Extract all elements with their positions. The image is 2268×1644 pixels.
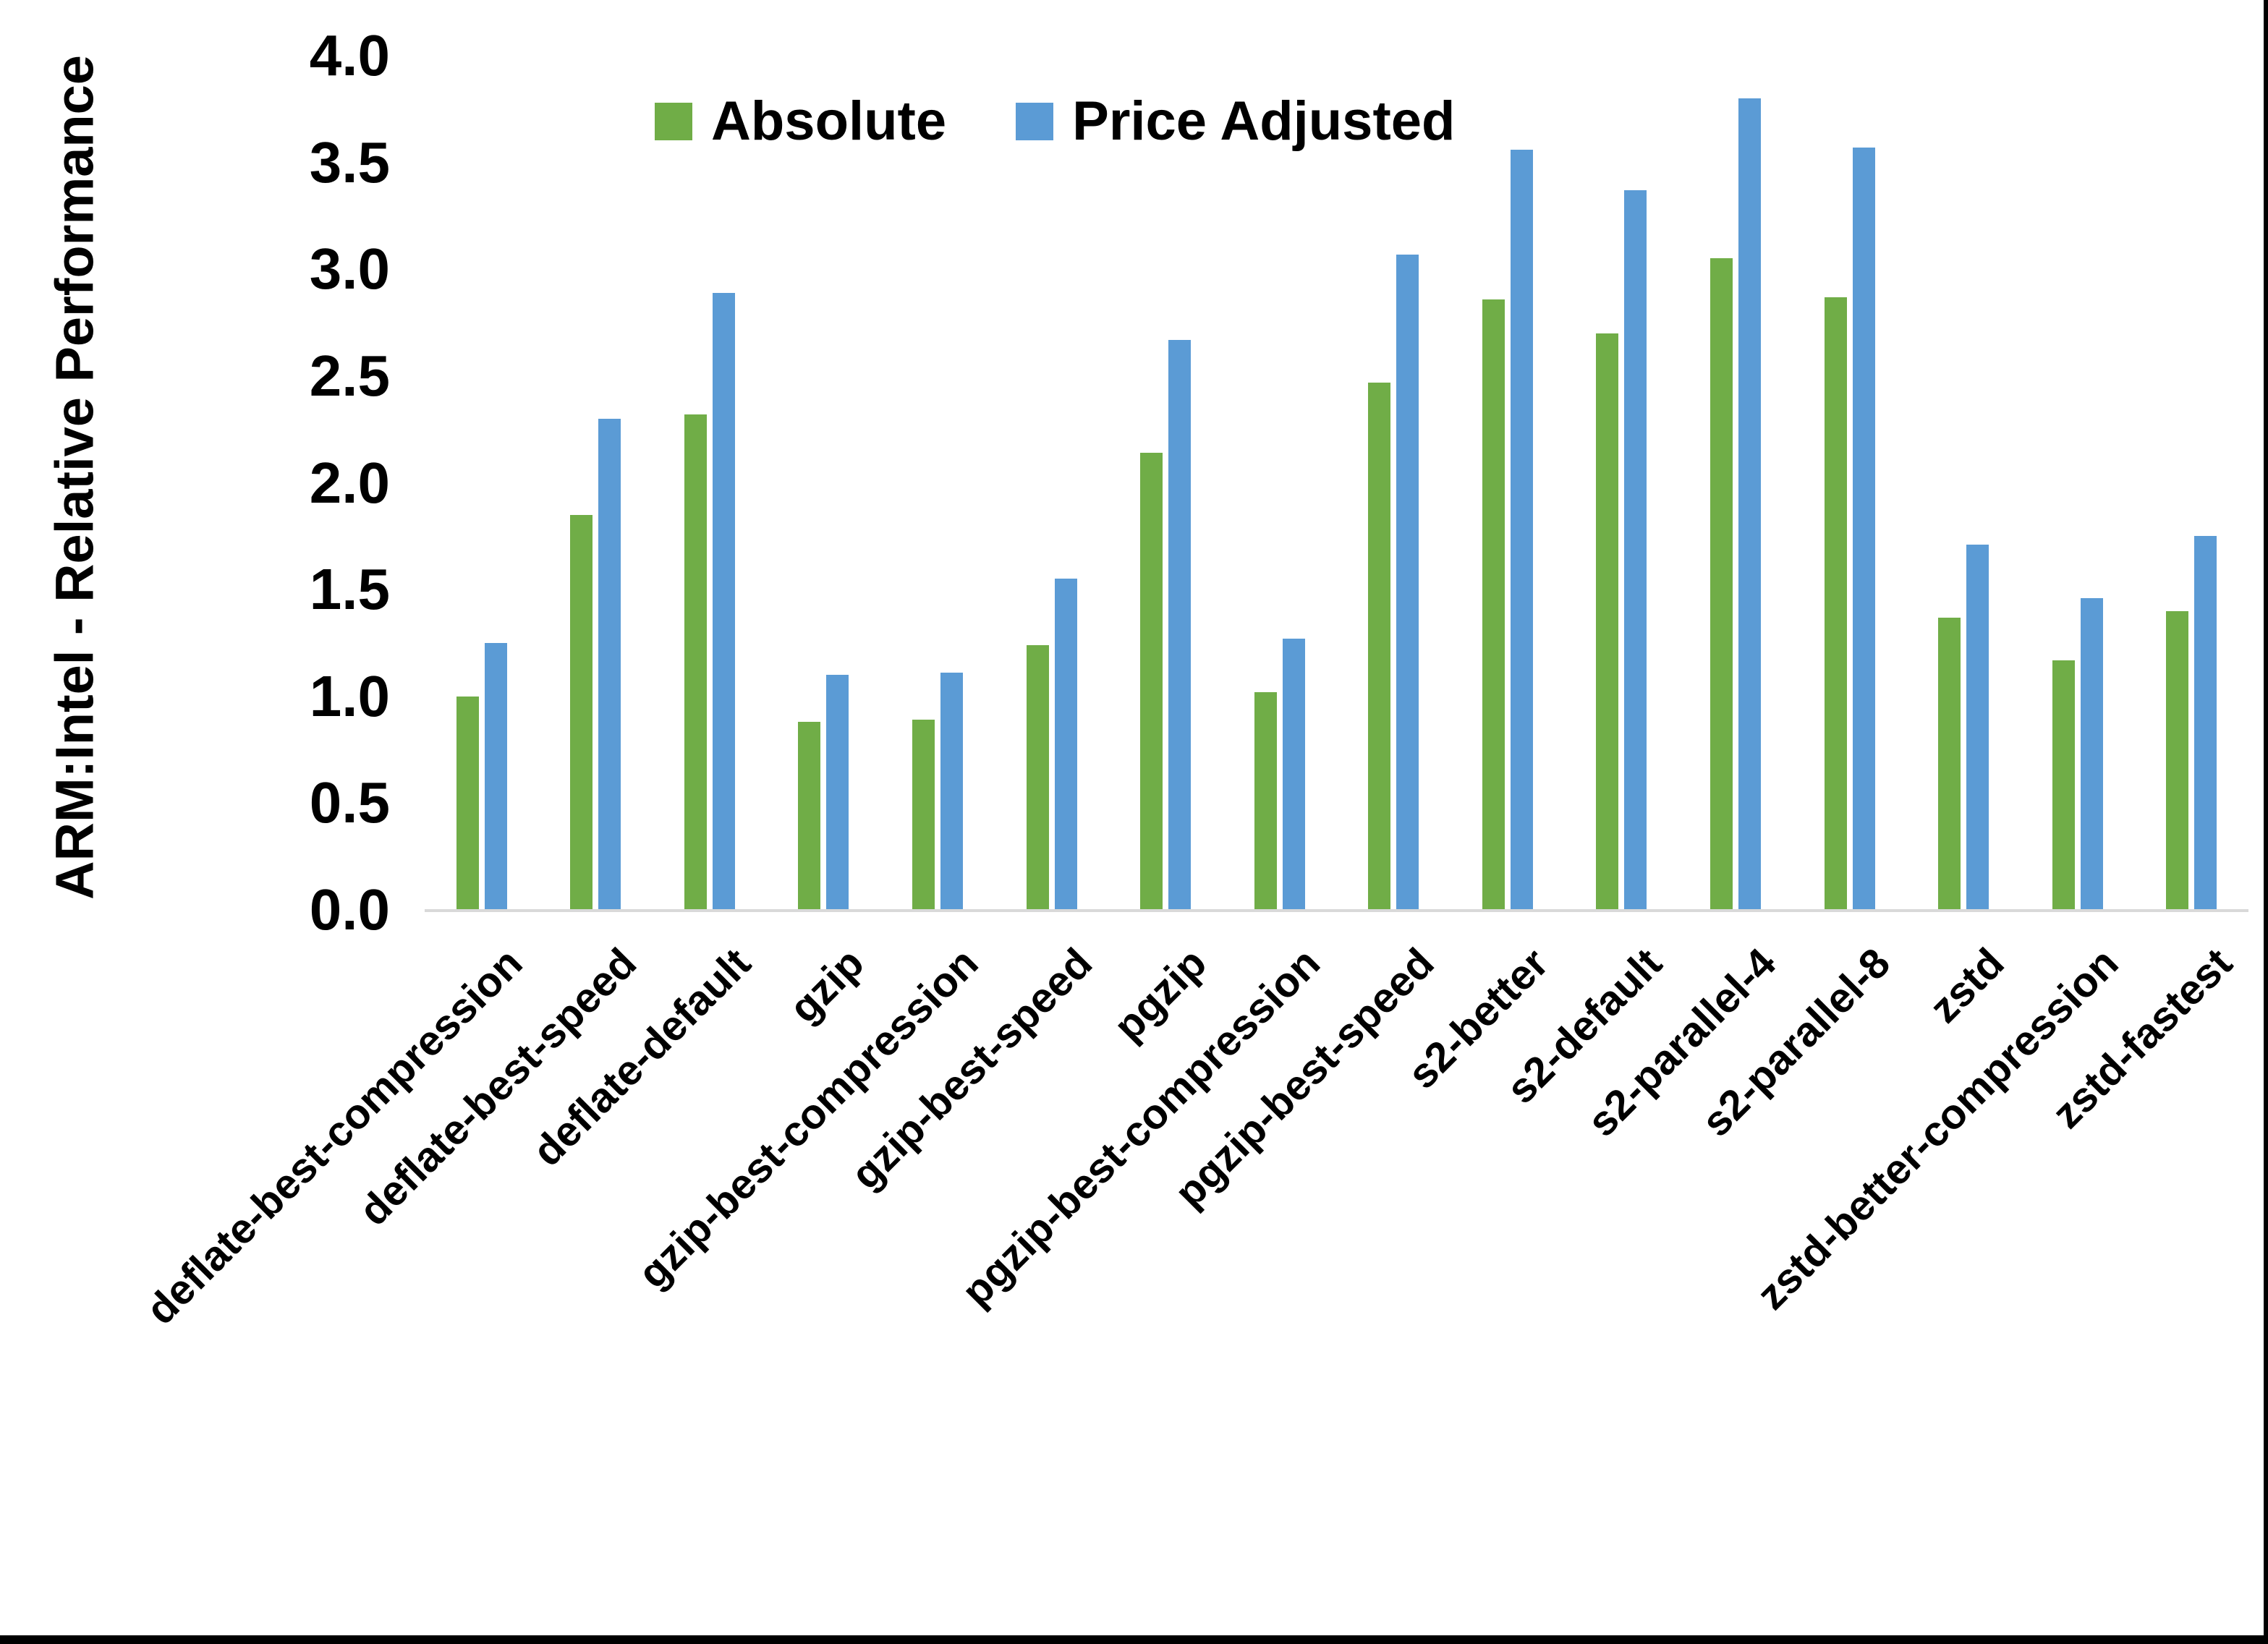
x-axis-line	[425, 909, 2248, 912]
bar-price-adjusted-gzip-best-speed	[1054, 579, 1077, 910]
bar-absolute-deflate-default	[684, 414, 707, 910]
bar-price-adjusted-s2-default	[1624, 190, 1647, 910]
bar-absolute-gzip-best-compression	[912, 720, 935, 910]
bar-price-adjusted-pgzip-best-compression	[1282, 639, 1305, 910]
y-tick-label-2.0: 2.0	[309, 450, 390, 515]
bar-absolute-gzip-best-speed	[1026, 644, 1049, 910]
y-tick-label-2.5: 2.5	[309, 343, 390, 408]
x-label-gzip: gzip	[781, 939, 874, 1032]
bar-price-adjusted-s2-better	[1510, 149, 1533, 910]
y-axis-title: ARM:Intel - Relative Performance	[44, 55, 105, 900]
y-tick-label-3.0: 3.0	[309, 237, 390, 302]
y-tick-label-1.5: 1.5	[309, 557, 390, 622]
bar-absolute-pgzip-best-speed	[1368, 382, 1391, 910]
bar-absolute-s2-better	[1482, 299, 1505, 910]
bar-absolute-pgzip	[1140, 453, 1163, 910]
bar-price-adjusted-deflate-best-speed	[598, 418, 621, 910]
y-tick-label-4.0: 4.0	[309, 23, 390, 88]
bar-price-adjusted-pgzip-best-speed	[1396, 254, 1419, 910]
legend-swatch-absolute	[655, 102, 692, 140]
bar-absolute-s2-parallel-8	[1824, 297, 1847, 910]
bar-price-adjusted-deflate-best-compression	[484, 642, 507, 910]
legend-swatch-price-adjusted	[1016, 102, 1054, 140]
bar-absolute-s2-default	[1596, 333, 1619, 910]
bar-absolute-deflate-best-compression	[456, 696, 479, 910]
bar-price-adjusted-gzip-best-compression	[940, 673, 964, 910]
legend-label-absolute: Absolute	[711, 90, 947, 152]
bar-price-adjusted-s2-parallel-8	[1852, 147, 1875, 910]
y-tick-label-1.0: 1.0	[309, 663, 390, 728]
bar-price-adjusted-deflate-default	[712, 292, 735, 910]
legend: Absolute Price Adjusted	[655, 90, 1455, 153]
bar-absolute-zstd-better-compression	[2052, 660, 2075, 910]
bar-price-adjusted-s2-parallel-4	[1738, 98, 1761, 910]
bar-absolute-s2-parallel-4	[1710, 258, 1733, 910]
bar-price-adjusted-zstd-fastest	[2194, 536, 2217, 910]
bar-price-adjusted-gzip	[826, 675, 849, 910]
bar-price-adjusted-pgzip	[1168, 339, 1192, 910]
bar-absolute-zstd-fastest	[2166, 610, 2189, 910]
bar-absolute-pgzip-best-compression	[1254, 691, 1277, 910]
bar-absolute-deflate-best-speed	[570, 514, 593, 910]
bar-absolute-zstd	[1938, 617, 1961, 910]
y-tick-label-0.5: 0.5	[309, 770, 390, 835]
x-label-zstd: zstd	[1920, 939, 2013, 1032]
y-tick-label-3.5: 3.5	[309, 129, 390, 195]
legend-label-price-adjusted: Price Adjusted	[1072, 90, 1456, 152]
y-tick-label-0.0: 0.0	[309, 877, 390, 942]
bar-price-adjusted-zstd-better-compression	[2080, 597, 2103, 910]
bar-absolute-gzip	[798, 722, 821, 910]
bar-price-adjusted-zstd	[1966, 545, 1989, 910]
